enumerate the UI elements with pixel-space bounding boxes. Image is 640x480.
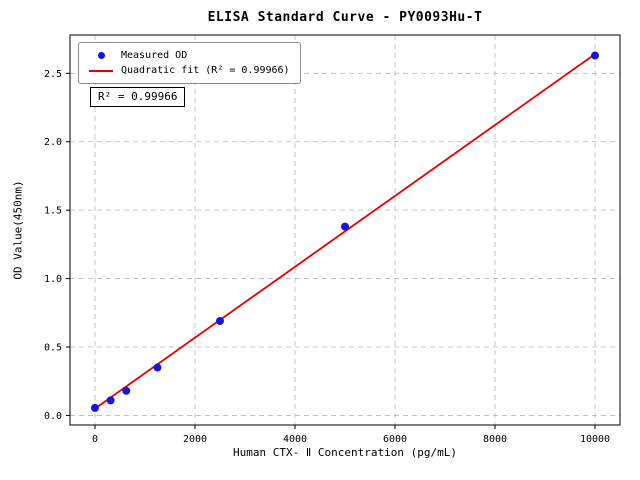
y-tick-label: 1.0 [44, 274, 62, 285]
measured-od-marker-icon [97, 52, 105, 59]
legend-label-measured-od: Measured OD [121, 50, 188, 61]
measured-od-point [216, 317, 224, 325]
y-axis-label: OD Value(450nm) [11, 180, 25, 280]
y-tick-label: 2.0 [44, 137, 62, 148]
y-tick-label: 0.0 [44, 411, 62, 422]
x-tick-label: 0 [92, 434, 98, 445]
measured-od-point [153, 363, 162, 372]
fit-line-marker-icon [89, 69, 113, 72]
measured-od-point [106, 396, 115, 405]
legend-marker-cell [87, 69, 115, 72]
measured-od-point [122, 386, 131, 395]
y-tick-label: 0.5 [44, 343, 62, 354]
quadratic-fit-line [94, 53, 596, 410]
y-tick-label: 2.5 [44, 69, 62, 80]
plot-border [69, 34, 621, 426]
y-tick-label: 1.5 [44, 206, 62, 217]
legend: Measured OD Quadratic fit (R² = 0.99966) [78, 42, 301, 84]
x-tick-label: 2000 [183, 434, 207, 445]
legend-item-measured-od: Measured OD [87, 48, 290, 63]
r-squared-annotation: R² = 0.99966 [90, 87, 186, 107]
measured-od-point [341, 222, 349, 231]
chart-title: ELISA Standard Curve - PY0093Hu-T [207, 10, 483, 25]
x-tick-label: 10000 [580, 434, 610, 445]
measured-od-point [591, 51, 599, 60]
legend-marker-cell [87, 52, 115, 59]
x-tick-label: 8000 [483, 434, 507, 445]
legend-item-quadratic-fit: Quadratic fit (R² = 0.99966) [87, 63, 290, 78]
x-tick-label: 6000 [383, 434, 407, 445]
x-axis-label: Human CTX- Ⅱ Concentration (pg/mL) [233, 446, 457, 459]
measured-od-point [91, 403, 99, 412]
x-tick-label: 4000 [283, 434, 307, 445]
legend-label-quadratic-fit: Quadratic fit (R² = 0.99966) [121, 65, 290, 76]
